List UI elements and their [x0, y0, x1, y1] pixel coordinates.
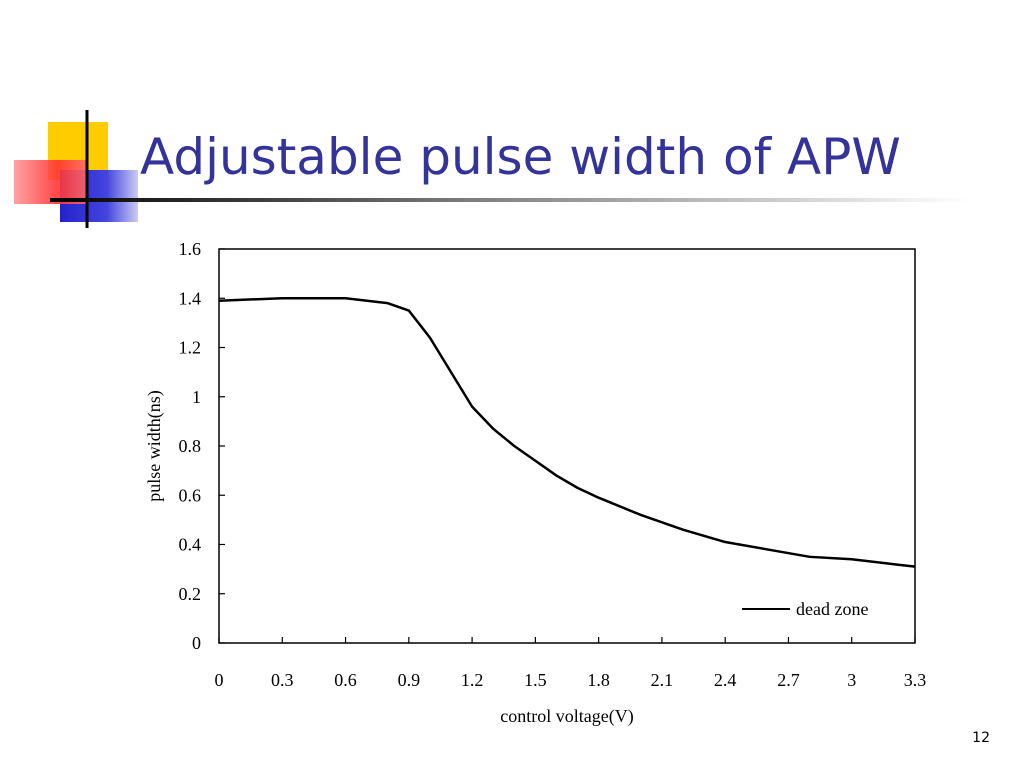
x-tick-label: 2.1 [651, 670, 674, 690]
x-tick-label: 2.7 [777, 670, 800, 690]
y-axis-label: pulse width(ns) [144, 390, 165, 502]
y-tick-label: 0.2 [179, 584, 202, 604]
x-axis-label: control voltage(V) [500, 706, 633, 727]
y-tick-label: 0.8 [179, 436, 202, 456]
x-tick-label: 1.8 [587, 670, 610, 690]
y-tick-label: 1.6 [179, 239, 202, 259]
y-tick-label: 0.4 [179, 535, 202, 555]
y-tick-label: 0 [192, 633, 201, 653]
y-tick-label: 0.6 [179, 485, 202, 505]
y-tick-label: 1 [192, 387, 201, 407]
data-line [218, 297, 916, 568]
page-number: 12 [972, 730, 990, 746]
x-tick-label: 0 [215, 670, 224, 690]
legend-label: dead zone [796, 599, 868, 619]
plot-frame [218, 248, 916, 644]
x-tick-label: 0.6 [334, 670, 357, 690]
x-tick-label: 2.4 [714, 670, 737, 690]
x-tick-label: 3 [847, 670, 856, 690]
x-tick-label: 0.9 [398, 670, 421, 690]
x-tick-label: 3.3 [904, 670, 927, 690]
x-tick-label: 1.5 [524, 670, 547, 690]
y-tick-label: 1.4 [179, 288, 202, 308]
x-tick-label: 0.3 [271, 670, 294, 690]
slide-title: Adjustable pulse width of APW [140, 128, 901, 186]
logo-decoration [14, 110, 970, 228]
y-tick-label: 1.2 [179, 338, 202, 358]
x-tick-label: 1.2 [461, 670, 484, 690]
